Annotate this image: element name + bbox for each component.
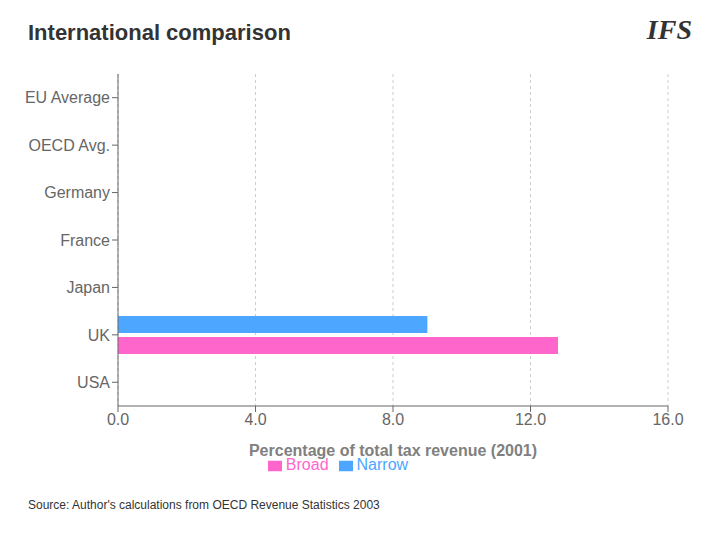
svg-text:8.0: 8.0: [382, 411, 404, 428]
html-text:Broad: Broad: [285, 456, 329, 473]
svg-text:UK: UK: [88, 327, 111, 344]
svg-text:EU Average: EU Average: [25, 89, 110, 106]
svg-text:4.0: 4.0: [244, 411, 266, 428]
svg-text:12.0: 12.0: [515, 411, 546, 428]
svg-text:Japan: Japan: [66, 279, 110, 296]
html-text:Narrow: Narrow: [356, 456, 409, 473]
svg-text:Percentage of total tax revenu: Percentage of total tax revenue (2001): [249, 442, 537, 459]
svg-text:0.0: 0.0: [107, 411, 129, 428]
html-text:IFS: IFS: [646, 14, 692, 45]
svg-text:16.0: 16.0: [652, 411, 683, 428]
html-text:Source: Author's calculations: Source: Author's calculations from OECD …: [28, 498, 380, 512]
svg-text:France: France: [60, 232, 110, 249]
html-text:International comparison: International comparison: [28, 20, 291, 45]
svg-text:Germany: Germany: [44, 184, 110, 201]
svg-text:OECD Avg.: OECD Avg.: [28, 137, 110, 154]
svg-text:USA: USA: [77, 374, 110, 391]
